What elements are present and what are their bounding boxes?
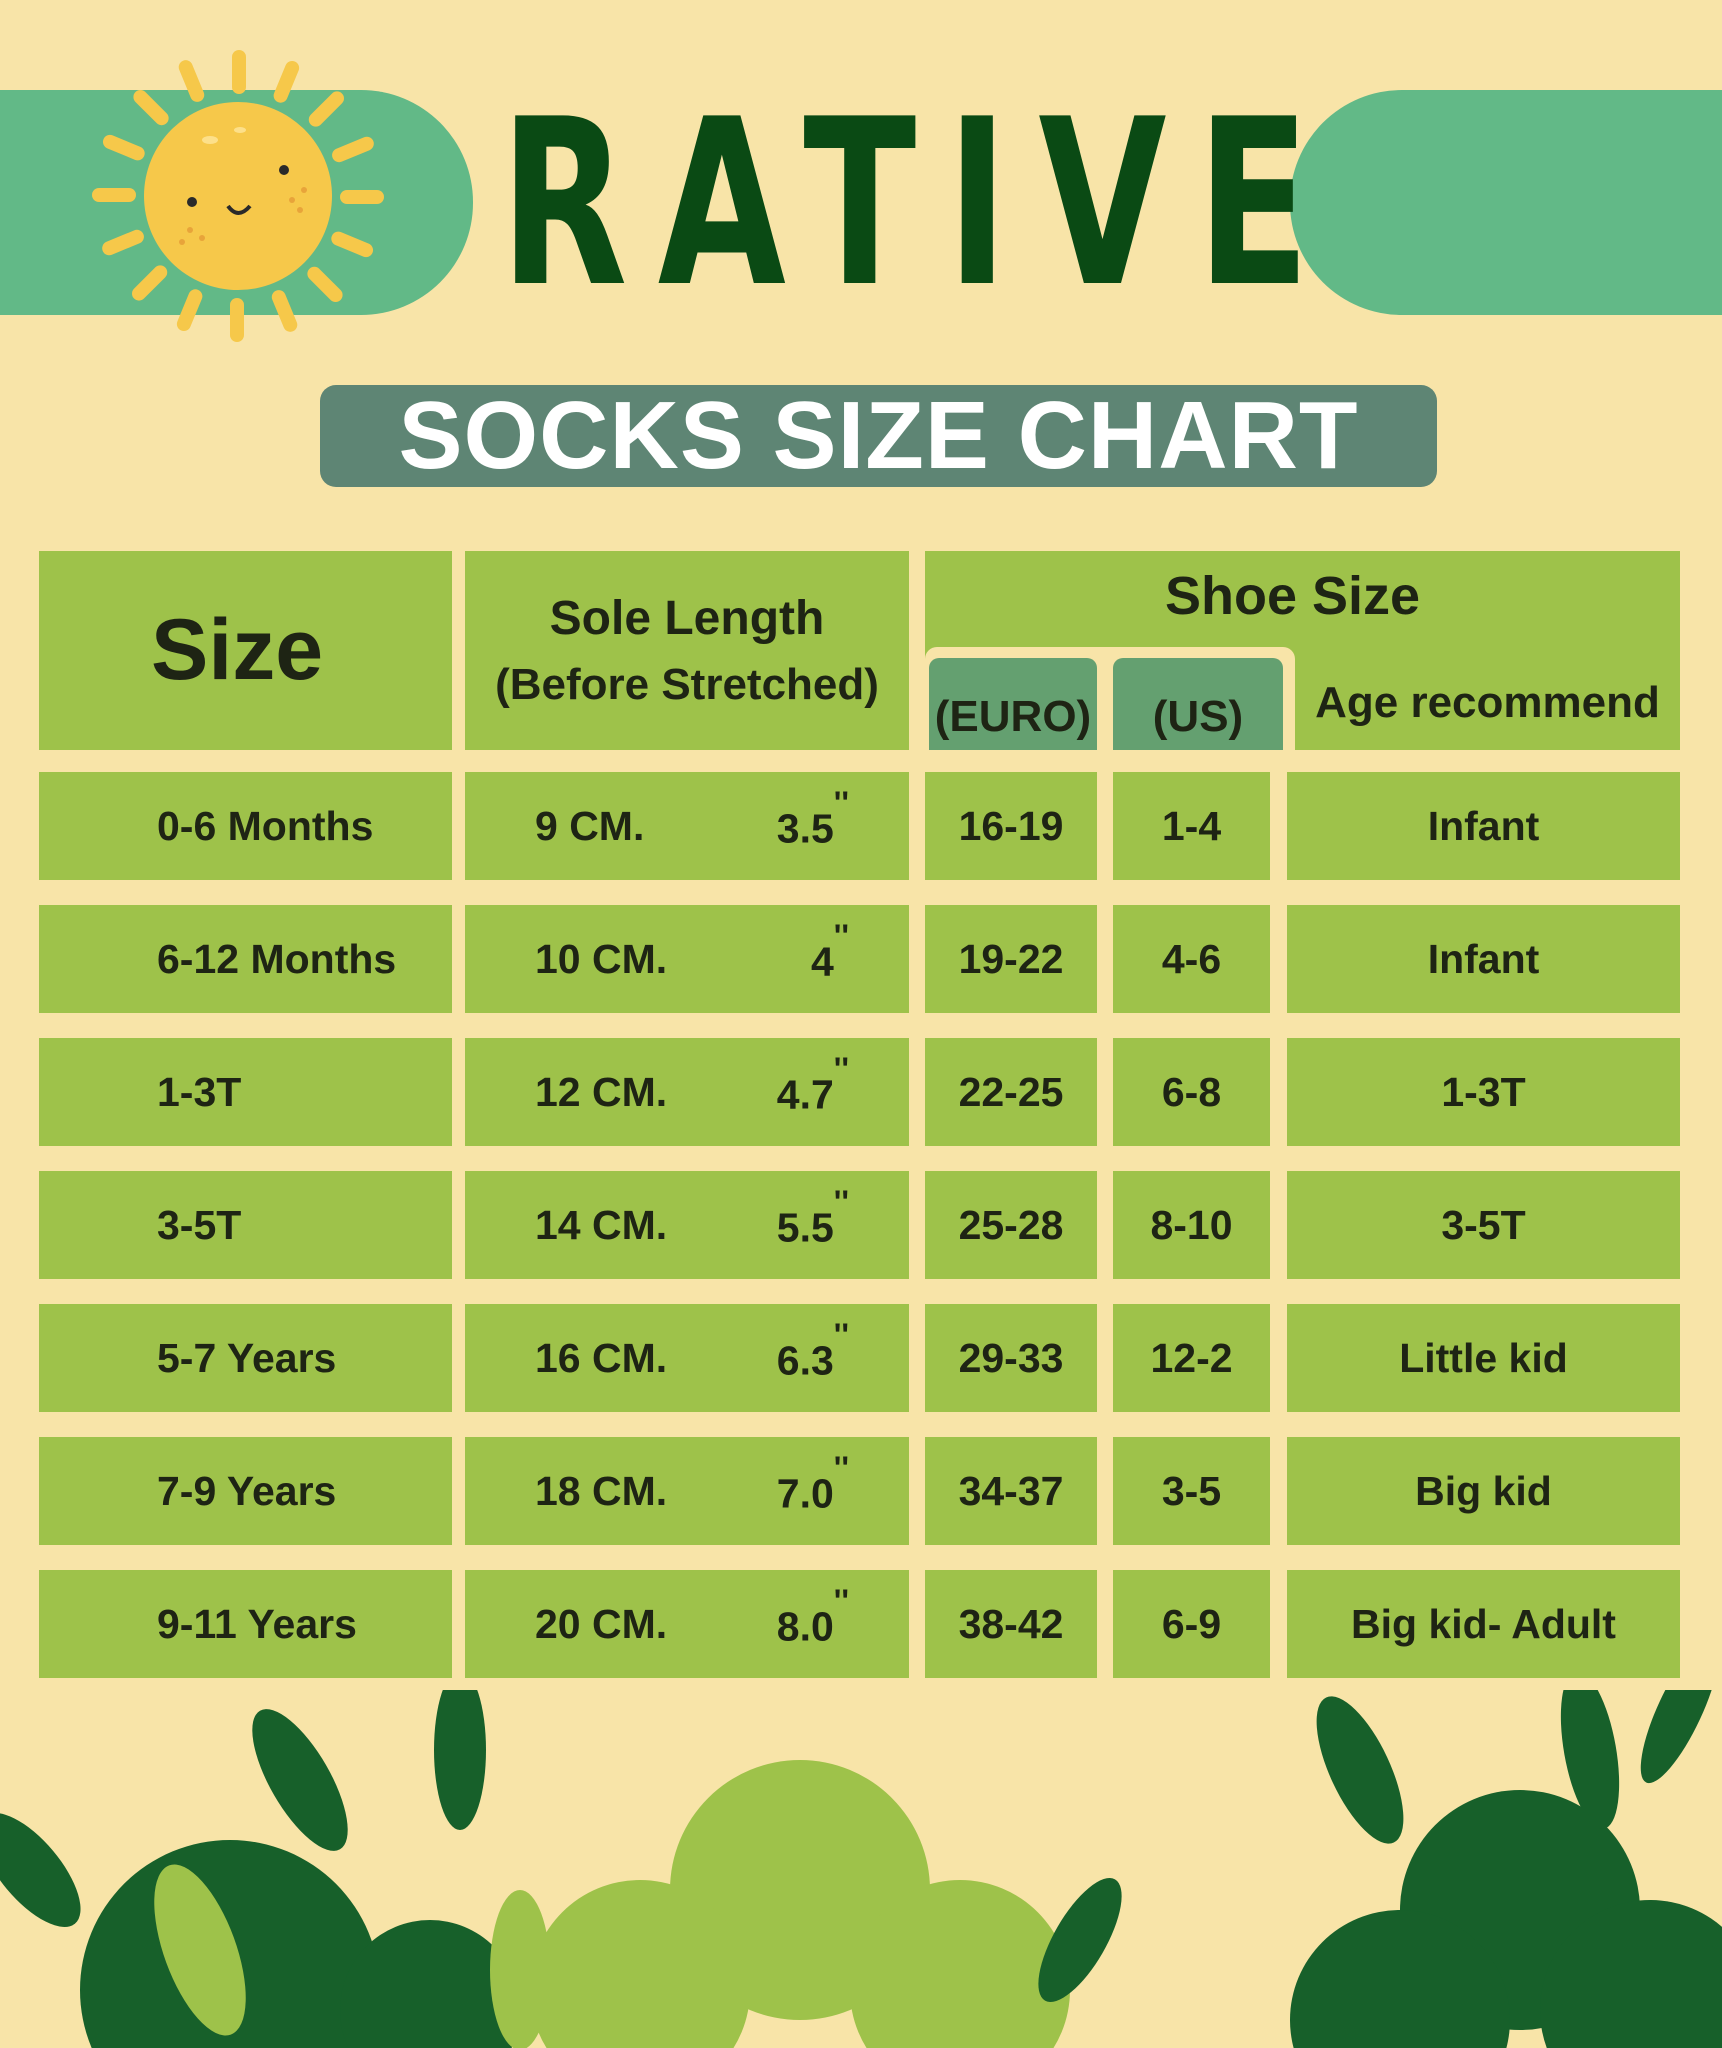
header-age: Age recommend — [1295, 655, 1680, 750]
cell-size: 6-12 Months — [39, 905, 452, 1013]
header-sole-length: Sole Length (Before Stretched) — [465, 551, 909, 750]
cell-age: Infant — [1287, 905, 1680, 1013]
cell-us: 4-6 — [1113, 905, 1270, 1013]
sole-inch-value: 4.7 — [776, 1071, 834, 1118]
sole-cm: 12 CM. — [535, 1068, 668, 1115]
cell-sole: 18 CM. 7.0'' — [465, 1437, 909, 1545]
cell-euro: 16-19 — [925, 772, 1097, 880]
cell-sole: 9 CM. 3.5'' — [465, 772, 909, 880]
cell-sole: 10 CM. 4'' — [465, 905, 909, 1013]
cell-sole: 16 CM. 6.3'' — [465, 1304, 909, 1412]
sole-inch: 6.3'' — [776, 1317, 849, 1385]
cell-sole: 14 CM. 5.5'' — [465, 1171, 909, 1279]
sole-inch-value: 7.0 — [776, 1470, 834, 1517]
header-sole-line1: Sole Length — [549, 592, 825, 645]
header-us: (US) — [1113, 658, 1283, 750]
header-sole-line2: (Before Stretched) — [495, 660, 879, 709]
sole-cm: 16 CM. — [535, 1334, 668, 1381]
cell-euro: 22-25 — [925, 1038, 1097, 1146]
cell-euro: 38-42 — [925, 1570, 1097, 1678]
inch-mark: '' — [833, 1583, 849, 1620]
cell-us: 8-10 — [1113, 1171, 1270, 1279]
inch-mark: '' — [833, 918, 849, 955]
sole-inch: 4'' — [810, 918, 849, 986]
page-title: SOCKS SIZE CHART — [320, 385, 1437, 487]
cell-size: 9-11 Years — [39, 1570, 452, 1678]
sole-inch-value: 4 — [810, 938, 834, 985]
sole-inch: 7.0'' — [776, 1450, 849, 1518]
cell-us: 12-2 — [1113, 1304, 1270, 1412]
cell-sole: 20 CM. 8.0'' — [465, 1570, 909, 1678]
inch-mark: '' — [833, 1184, 849, 1221]
sole-inch-value: 3.5 — [776, 805, 834, 852]
cell-age: Little kid — [1287, 1304, 1680, 1412]
inch-mark: '' — [833, 1051, 849, 1088]
cell-us: 3-5 — [1113, 1437, 1270, 1545]
cell-sole: 12 CM. 4.7'' — [465, 1038, 909, 1146]
header-euro: (EURO) — [929, 658, 1097, 750]
cell-size: 7-9 Years — [39, 1437, 452, 1545]
brand-logo: RATIVE — [500, 71, 1341, 338]
inch-mark: '' — [833, 1317, 849, 1354]
cell-size: 1-3T — [39, 1038, 452, 1146]
sole-inch-value: 6.3 — [776, 1337, 834, 1384]
cell-euro: 19-22 — [925, 905, 1097, 1013]
sole-cm: 9 CM. — [535, 802, 645, 849]
decorative-band-right — [1290, 90, 1722, 315]
inch-mark: '' — [833, 1450, 849, 1487]
cell-age: Big kid- Adult — [1287, 1570, 1680, 1678]
sole-inch: 8.0'' — [776, 1583, 849, 1651]
sole-inch-value: 8.0 — [776, 1603, 834, 1650]
sole-cm: 10 CM. — [535, 935, 668, 982]
cell-size: 0-6 Months — [39, 772, 452, 880]
header-size: Size — [39, 551, 452, 750]
cell-euro: 25-28 — [925, 1171, 1097, 1279]
cell-age: Big kid — [1287, 1437, 1680, 1545]
cell-us: 6-9 — [1113, 1570, 1270, 1678]
sole-inch: 3.5'' — [776, 785, 849, 853]
sole-cm: 14 CM. — [535, 1201, 668, 1248]
header-shoe-label: Shoe Size — [1164, 566, 1421, 626]
cell-age: Infant — [1287, 772, 1680, 880]
cell-euro: 29-33 — [925, 1304, 1097, 1412]
cell-size: 5-7 Years — [39, 1304, 452, 1412]
inch-mark: '' — [833, 785, 849, 822]
sole-inch: 4.7'' — [776, 1051, 849, 1119]
cell-us: 1-4 — [1113, 772, 1270, 880]
sun-icon — [92, 50, 384, 342]
sole-inch: 5.5'' — [776, 1184, 849, 1252]
foliage-decoration — [0, 1690, 1722, 2048]
sole-cm: 18 CM. — [535, 1467, 668, 1514]
cell-age: 1-3T — [1287, 1038, 1680, 1146]
sole-inch-value: 5.5 — [776, 1204, 834, 1251]
cell-size: 3-5T — [39, 1171, 452, 1279]
cell-age: 3-5T — [1287, 1171, 1680, 1279]
cell-euro: 34-37 — [925, 1437, 1097, 1545]
cell-us: 6-8 — [1113, 1038, 1270, 1146]
sole-cm: 20 CM. — [535, 1600, 668, 1647]
